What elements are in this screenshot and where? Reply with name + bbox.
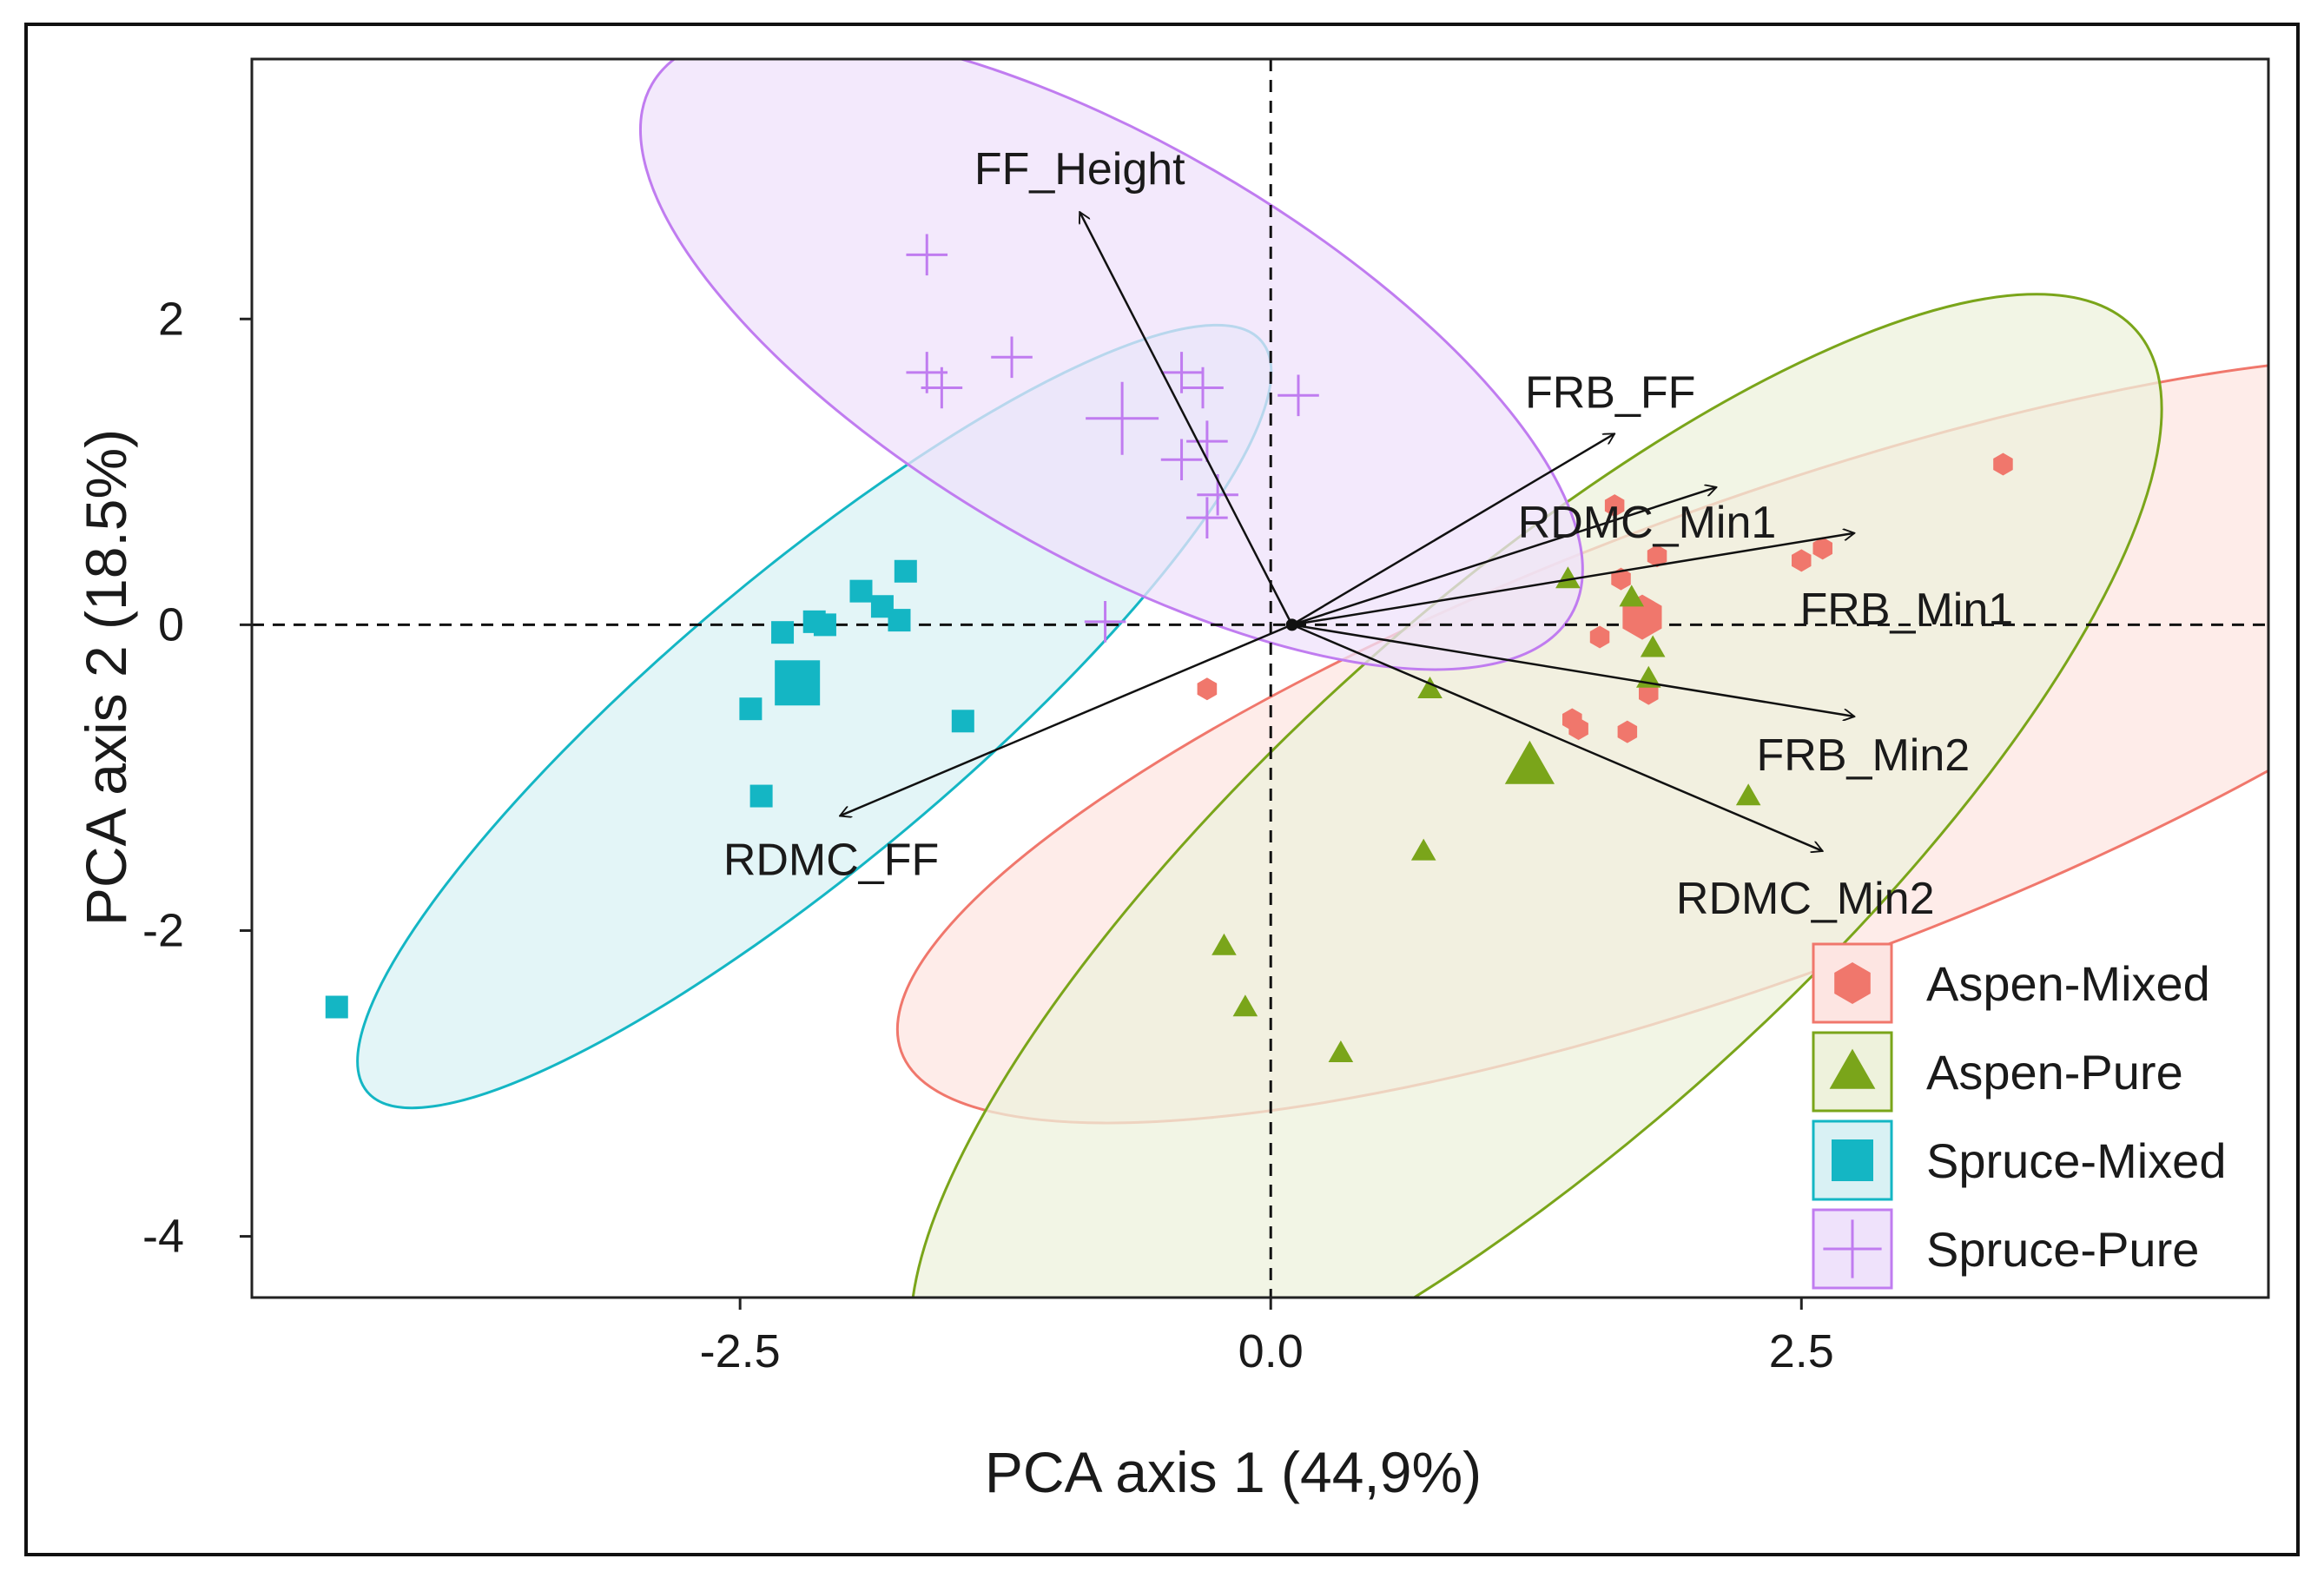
point-spruce-pure-8 [1186, 420, 1228, 462]
vector-label-frb-min2: FRB_Min2 [1757, 730, 1971, 781]
point-spruce-mixed-10 [749, 784, 773, 808]
x-axis-label: PCA axis 1 (44,9%) [985, 1440, 1482, 1504]
point-spruce-mixed-1 [894, 559, 917, 583]
vector-origin [1285, 618, 1298, 631]
point-spruce-pure-5 [1160, 352, 1203, 393]
point-aspen-mixed-11 [1617, 720, 1638, 743]
vector-label-frb-ff: FRB_FF [1525, 367, 1695, 418]
vector-rdmc-ff [840, 624, 1293, 816]
point-aspen-mixed-8 [1639, 682, 1659, 705]
point-aspen-mixed-5 [1792, 549, 1812, 572]
point-spruce-pure-6 [1182, 367, 1224, 409]
legend-marker-spruce-pure [1823, 1219, 1882, 1278]
vector-label-rdmc-min1: RDMC_Min1 [1518, 498, 1777, 548]
point-aspen-pure-3 [1640, 635, 1666, 657]
point-aspen-pure-2 [1619, 584, 1645, 607]
legend-marker-aspen-pure [1829, 1048, 1876, 1089]
x-tick-label: 2.5 [1769, 1325, 1834, 1377]
point-spruce-pure-3 [921, 367, 963, 409]
point-aspen-mixed-12 [1197, 677, 1218, 701]
point-spruce-mixed-4 [888, 609, 911, 632]
point-spruce-pure-1 [906, 234, 948, 276]
legend-label-spruce-mixed: Spruce-Mixed [1926, 1133, 2226, 1188]
point-aspen-pure-7 [1410, 838, 1436, 861]
plot-frame [250, 57, 2270, 1299]
point-aspen-pure-10 [1328, 1040, 1354, 1063]
point-aspen-pure-1 [1555, 566, 1581, 589]
point-spruce-mixed-9 [951, 710, 974, 733]
centroid-spruce-mixed [775, 660, 821, 706]
point-spruce-mixed-2 [849, 579, 873, 603]
point-aspen-pure-8 [1212, 933, 1237, 955]
vector-label-rdmc-ff: RDMC_FF [723, 835, 939, 885]
legend-marker-aspen-mixed [1834, 962, 1871, 1004]
legend-marker-spruce-mixed [1832, 1139, 1873, 1181]
vector-frb-ff [1291, 433, 1615, 626]
legend-label-aspen-mixed: Aspen-Mixed [1926, 956, 2210, 1011]
point-spruce-pure-7 [1278, 374, 1319, 417]
point-aspen-pure-6 [1735, 783, 1761, 806]
point-spruce-pure-9 [1160, 439, 1203, 481]
x-tick-label: 0.0 [1238, 1325, 1304, 1377]
centroid-spruce-pure [1086, 381, 1159, 455]
legend-label-aspen-pure: Aspen-Pure [1926, 1045, 2183, 1100]
y-tick-label: 0 [158, 598, 184, 651]
point-spruce-pure-12 [1084, 601, 1126, 643]
point-spruce-mixed-11 [325, 995, 348, 1019]
point-aspen-pure-5 [1417, 677, 1443, 699]
point-aspen-pure-9 [1232, 994, 1258, 1017]
vector-frb-min2 [1291, 624, 1855, 717]
y-tick-label: -2 [142, 904, 184, 956]
y-tick-label: -4 [142, 1211, 184, 1263]
x-tick-label: -2.5 [700, 1325, 781, 1377]
vector-label-ff-height: FF_Height [974, 144, 1185, 195]
point-aspen-mixed-2 [1604, 494, 1625, 518]
centroid-aspen-pure [1504, 740, 1555, 784]
point-aspen-mixed-3 [1611, 567, 1631, 591]
point-aspen-mixed-6 [1812, 537, 1832, 560]
vector-label-frb-min1: FRB_Min1 [1800, 584, 2014, 635]
y-axis-label: PCA axis 2 (18.5%) [74, 429, 138, 926]
vector-label-rdmc-min2: RDMC_Min2 [1676, 874, 1935, 924]
point-aspen-mixed-4 [1647, 545, 1667, 568]
ellipse-aspen-pure [908, 293, 2163, 1298]
vector-frb-min1 [1291, 533, 1855, 626]
point-aspen-mixed-1 [1993, 452, 2013, 476]
vector-ff-height [1079, 212, 1293, 625]
vector-rdmc-min2 [1291, 624, 1823, 851]
y-tick-label: 2 [158, 293, 184, 345]
vector-rdmc-min1 [1291, 487, 1717, 626]
point-spruce-pure-4 [991, 336, 1033, 379]
ellipse-spruce-pure [639, 59, 1584, 671]
legend-label-spruce-pure: Spruce-Pure [1926, 1222, 2199, 1277]
point-spruce-pure-11 [1186, 497, 1228, 538]
point-aspen-mixed-7 [1589, 625, 1610, 649]
point-spruce-mixed-7 [813, 613, 836, 637]
point-aspen-mixed-10 [1568, 717, 1588, 741]
point-spruce-mixed-8 [739, 697, 763, 721]
point-spruce-mixed-6 [771, 621, 795, 644]
